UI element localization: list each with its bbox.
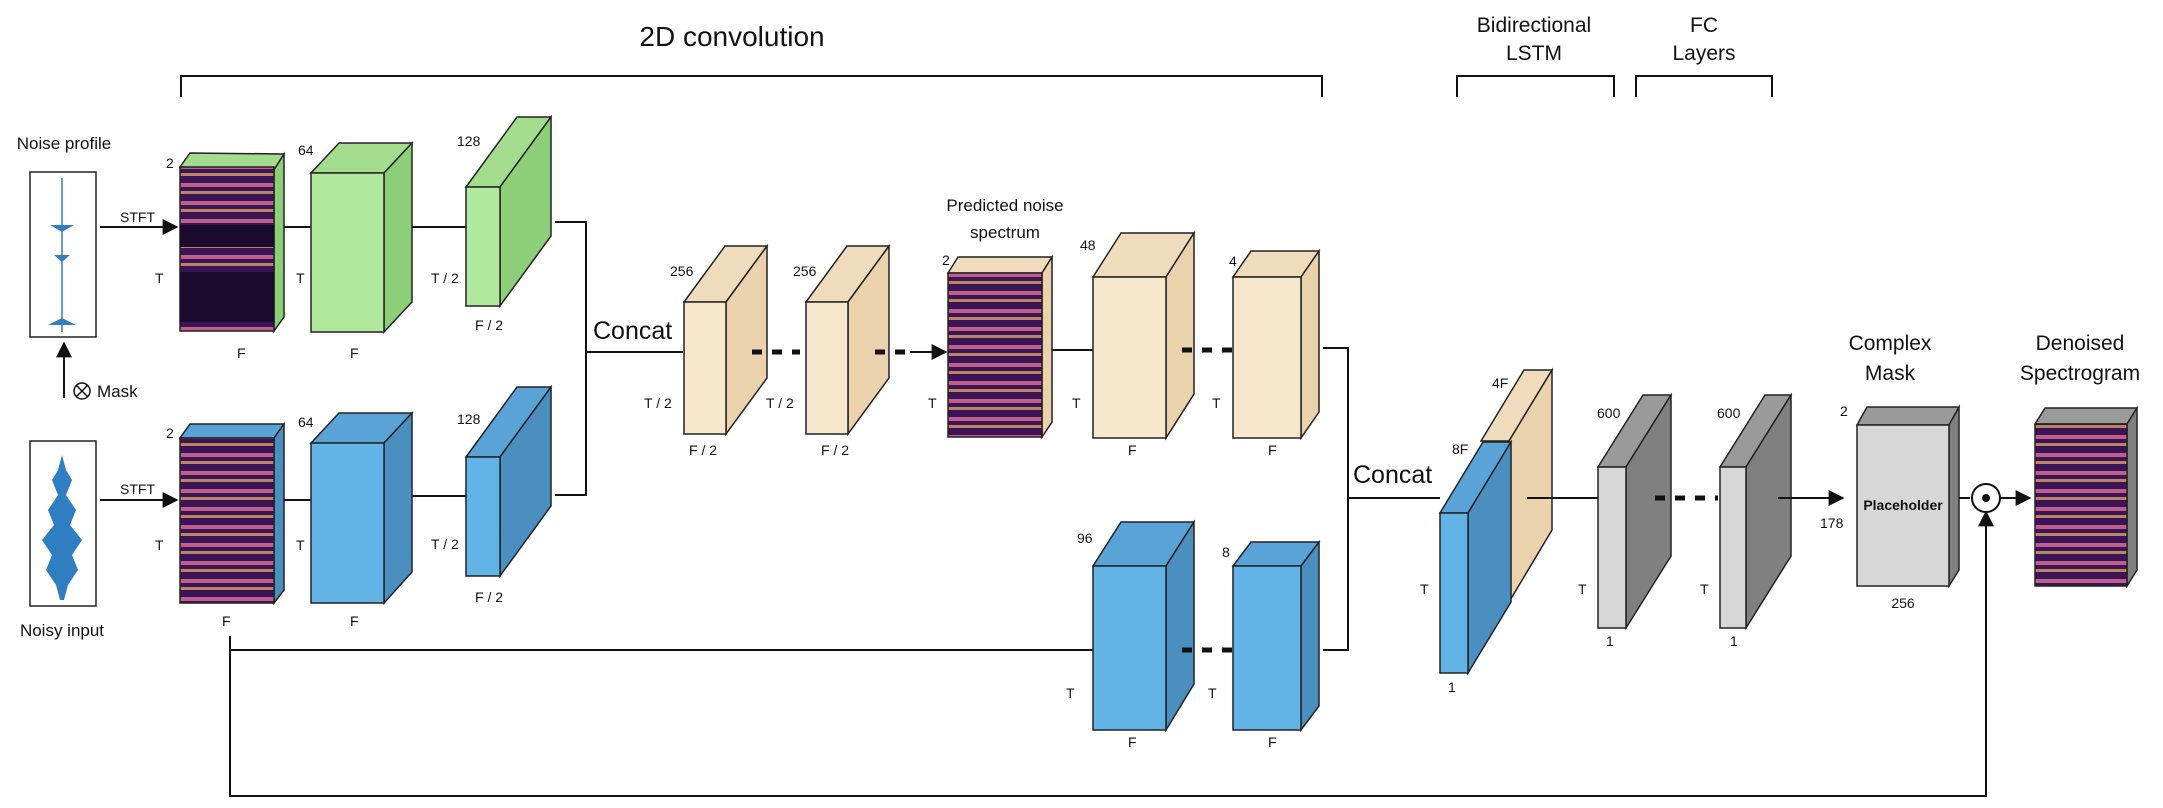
dim-blue-8-t: T [1208,685,1217,701]
dim-mask-2: 2 [1840,403,1848,419]
dim-noisy-spec-f: F [222,613,231,629]
lstm-title-line2: LSTM [1506,42,1562,65]
skip-noisy-to-multiply [229,510,1994,797]
stft-label-bottom: STFT [120,481,155,497]
fc-layer-1 [1596,392,1673,631]
dim-fc2-t: T [1700,581,1709,597]
tan-conv-256-b [804,243,891,437]
dim-fc1-1: 1 [1606,633,1614,649]
dim-noise-spec-t: T [155,270,164,286]
dim-blue-128: 128 [457,411,481,427]
dim-predicted-t: T [928,395,937,411]
concat2-merge [1323,347,1349,651]
dim-tan-256-a-f: F / 2 [689,442,717,458]
stft-label-top: STFT [120,209,155,225]
fc-bracket [1635,75,1773,97]
noise-profile-label: Noise profile [17,134,112,153]
dim-tan-4-t: T [1212,395,1221,411]
dim-predicted-channels: 2 [942,252,950,268]
concat2-label: Concat [1353,461,1432,489]
dim-lstm-4f: 4F [1492,375,1508,391]
dim-tan-256-a-t: T / 2 [644,395,672,411]
dim-lstm-1: 1 [1448,679,1456,695]
dim-green-64-t: T [296,270,305,286]
dim-blue-96: 96 [1077,530,1093,546]
predicted-noise-spectrum-block [946,254,1054,440]
complex-mask-title-line2: Mask [1865,362,1916,385]
denoised-spectrogram-block [2033,405,2139,589]
mask-operator-icon [73,382,91,400]
noisy-spectrogram-block [178,421,286,606]
fc-title-line2: Layers [1672,42,1735,65]
dim-green-128-f: F / 2 [475,317,503,333]
dim-blue-64-f: F [350,613,359,629]
predicted-title-line2: spectrum [970,223,1040,242]
dim-mask-178: 178 [1820,515,1844,531]
dim-tan-256-b: 256 [793,263,817,279]
lstm-title-line1: Bidirectional [1477,14,1591,37]
dim-tan-256-b-f: F / 2 [821,442,849,458]
dim-tan-48: 48 [1080,237,1096,253]
conv2d-title: 2D convolution [639,21,824,52]
fc-title-line1: FC [1690,14,1718,37]
tan-conv-256-a [682,243,769,437]
dim-noise-spec-channels: 2 [166,155,174,171]
dim-tan-256-b-t: T / 2 [766,395,794,411]
green-conv-64 [309,141,414,334]
tan-conv-48 [1091,230,1196,441]
placeholder-label: Placeholder [1863,497,1943,513]
elementwise-multiply-icon [1971,483,2001,513]
dim-mask-256: 256 [1891,595,1915,611]
noise-spectrogram-block [178,151,286,334]
denoised-title-line2: Spectrogram [2020,362,2140,385]
dim-tan-256-a: 256 [670,263,694,279]
concat1-merge [555,221,587,496]
dim-fc2-1: 1 [1730,633,1738,649]
dim-blue-128-f: F / 2 [475,589,503,605]
dim-blue-96-f: F [1128,734,1137,750]
blue-conv-8 [1231,539,1321,733]
dim-noise-spec-f: F [237,345,246,361]
dim-blue-64-t: T [296,537,305,553]
dim-fc1-t: T [1578,581,1587,597]
dim-blue-128-t: T / 2 [431,536,459,552]
dim-noisy-spec-channels: 2 [166,425,174,441]
fc-layer-2 [1718,392,1793,631]
dim-blue-8: 8 [1222,544,1230,560]
dim-lstm-8f: 8F [1452,441,1468,457]
dim-tan-48-t: T [1072,395,1081,411]
complex-mask-block [1855,404,1961,589]
lstm-slab-8f [1438,439,1513,676]
tan-conv-4 [1231,248,1321,441]
dim-blue-96-t: T [1066,685,1075,701]
blue-conv-96 [1091,519,1196,733]
dim-fc2-600: 600 [1717,405,1741,421]
blue-conv-128 [464,384,553,579]
blue-conv-64 [309,411,414,605]
noisy-input-waveform [29,440,97,607]
dim-green-128-t: T / 2 [431,270,459,286]
complex-mask-title-line1: Complex [1849,332,1932,355]
green-conv-128 [464,114,553,309]
dim-noisy-spec-t: T [155,537,164,553]
predicted-title-line1: Predicted noise [946,196,1063,215]
dim-blue-8-f: F [1268,734,1277,750]
denoised-title-line1: Denoised [2036,332,2125,355]
dim-green-128: 128 [457,133,481,149]
dim-fc1-600: 600 [1597,405,1621,421]
conv2d-bracket [180,75,1323,97]
dim-tan-4: 4 [1229,253,1237,269]
noisy-input-label: Noisy input [20,621,104,640]
dim-lstm-t: T [1420,581,1429,597]
dim-blue-64: 64 [298,414,314,430]
concat1-label: Concat [593,317,672,345]
dim-tan-48-f: F [1128,442,1137,458]
noise-profile-waveform [29,171,97,338]
mask-label: Mask [97,382,138,401]
dim-tan-4-f: F [1268,442,1277,458]
lstm-bracket [1456,75,1615,97]
dim-green-64: 64 [298,142,314,158]
dim-green-64-f: F [350,345,359,361]
